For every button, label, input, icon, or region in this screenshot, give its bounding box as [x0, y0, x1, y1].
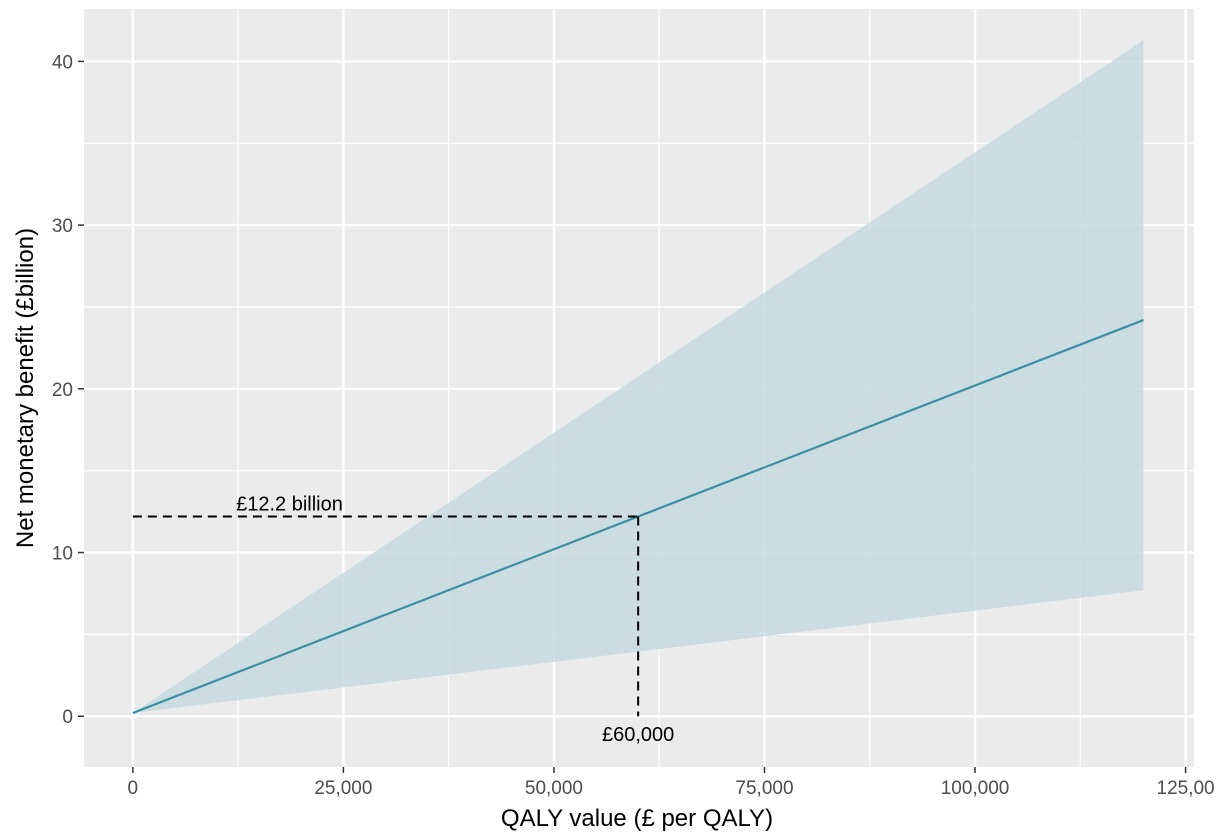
y-tick-label: 20	[52, 380, 73, 401]
y-axis-title: Net monetary benefit (£billion)	[12, 228, 39, 548]
y-tick-label: 40	[52, 52, 73, 73]
x-tick-label: 25,000	[314, 778, 372, 799]
x-tick-label: 100,000	[941, 778, 1010, 799]
x-tick-label: 125,00	[1157, 778, 1215, 799]
annotation-qaly-threshold-label: £60,000	[602, 724, 674, 746]
confidence-ribbon	[132, 40, 1144, 713]
x-tick-label: 75,000	[735, 778, 793, 799]
y-tick-label: 30	[52, 216, 73, 237]
x-tick-label: 0	[128, 778, 139, 799]
reference-lines	[132, 515, 640, 717]
annotations: £12.2 billion £60,000	[236, 494, 674, 747]
y-tick-label: 0	[62, 707, 73, 728]
y-tick-label: 10	[52, 544, 73, 565]
x-axis: 0 25,000 50,000 75,000 100,000 125,00	[128, 767, 1215, 799]
annotation-billion-label: £12.2 billion	[236, 494, 343, 516]
x-axis-title: QALY value (£ per QALY)	[501, 805, 773, 832]
y-axis: 0 10 20 30 40	[52, 52, 84, 728]
x-tick-label: 50,000	[525, 778, 583, 799]
